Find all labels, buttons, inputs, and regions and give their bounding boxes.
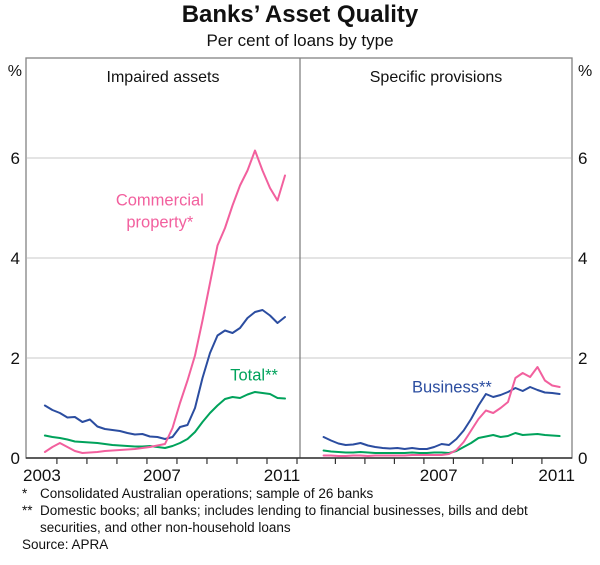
series-label-business: Business** bbox=[412, 379, 492, 397]
panel-title-specific-provisions: Specific provisions bbox=[370, 69, 503, 86]
footnote-1-text: Consolidated Australian operations; samp… bbox=[40, 486, 374, 501]
y-unit-left: % bbox=[8, 63, 22, 80]
ytick-right-6: 6 bbox=[578, 149, 587, 168]
ytick-left-0: 0 bbox=[11, 449, 20, 468]
ytick-right-2: 2 bbox=[578, 349, 587, 368]
series-total-impaired-assets bbox=[43, 391, 286, 449]
series-label-property: property* bbox=[126, 214, 194, 232]
footnote-2-marker: ** bbox=[22, 503, 33, 518]
ytick-right-0: 0 bbox=[578, 449, 587, 468]
series-business-specific-provisions bbox=[322, 386, 561, 450]
series-total-specific-provisions bbox=[322, 432, 561, 454]
series-label-total: Total** bbox=[230, 367, 278, 385]
series-commercial-property-impaired-assets bbox=[43, 149, 286, 454]
chart-subtitle: Per cent of loans by type bbox=[206, 31, 394, 50]
footnote-1-marker: * bbox=[22, 486, 28, 501]
series-label-commercial: Commercial bbox=[116, 192, 204, 210]
line-chart-canvas: Impaired assets% 0 2 4 6 2003 2007 2011 Commerci… bbox=[8, 57, 592, 485]
ytick-left-6: 6 bbox=[11, 149, 20, 168]
chart-title: Banks’ Asset Quality bbox=[181, 1, 419, 28]
series-commercial-property-specific-provisions bbox=[322, 366, 561, 457]
footnote-1: * Consolidated Australian operations; sa… bbox=[22, 485, 582, 502]
ytick-right-4: 4 bbox=[578, 249, 587, 268]
footnotes: * Consolidated Australian operations; sa… bbox=[22, 485, 582, 553]
source-note: Source: APRA bbox=[22, 537, 109, 552]
xtick-label-2007-0: 2007 bbox=[143, 466, 181, 485]
xtick-label-2011-1: 2011 bbox=[538, 466, 575, 485]
panel-title-impaired-assets: Impaired assets bbox=[107, 69, 220, 86]
xtick-label-2011-0: 2011 bbox=[264, 466, 301, 485]
y-unit-right: % bbox=[578, 63, 592, 80]
ytick-left-2: 2 bbox=[11, 349, 20, 368]
xtick-label-2003-0: 2003 bbox=[23, 466, 61, 485]
footnote-2-text: Domestic books; all banks; includes lend… bbox=[40, 503, 528, 535]
xtick-label-2007-1: 2007 bbox=[420, 466, 458, 485]
ytick-left-4: 4 bbox=[11, 249, 20, 268]
series-business-impaired-assets bbox=[43, 309, 286, 440]
footnote-2: ** Domestic books; all banks; includes l… bbox=[22, 502, 582, 536]
